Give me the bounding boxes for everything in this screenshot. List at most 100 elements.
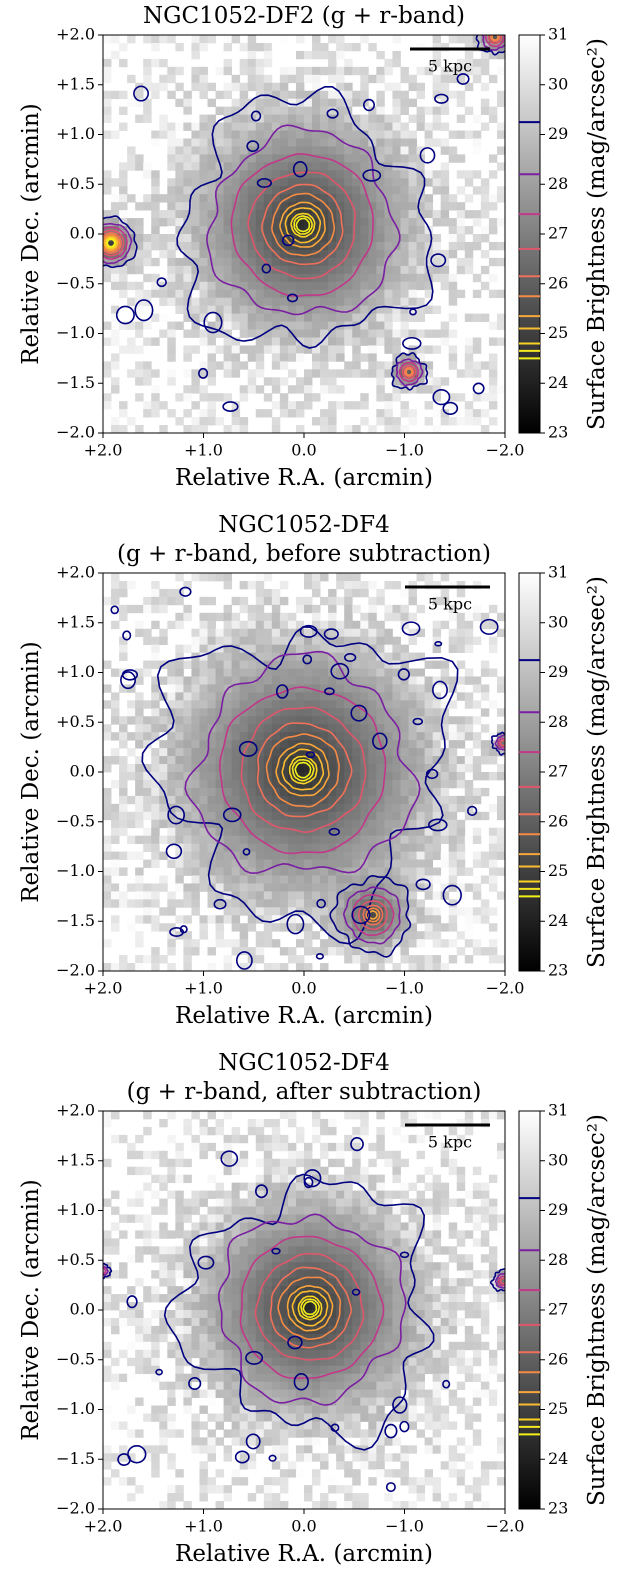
image-pixel — [400, 732, 408, 740]
image-pixel — [336, 1207, 344, 1215]
image-pixel — [352, 708, 360, 716]
image-pixel — [151, 1230, 159, 1238]
image-pixel — [344, 581, 352, 589]
image-pixel — [465, 417, 473, 425]
image-pixel — [264, 1406, 272, 1414]
image-pixel — [392, 290, 400, 298]
image-pixel — [497, 194, 505, 202]
image-pixel — [191, 123, 199, 131]
image-pixel — [457, 828, 465, 836]
image-pixel — [264, 1191, 272, 1199]
image-pixel — [175, 274, 183, 282]
image-pixel — [264, 676, 272, 684]
image-pixel — [457, 186, 465, 194]
image-pixel — [433, 907, 441, 915]
image-pixel — [135, 226, 143, 234]
image-pixel — [240, 250, 248, 258]
image-pixel — [127, 923, 135, 931]
image-pixel — [248, 860, 256, 868]
image-pixel — [264, 1493, 272, 1501]
image-pixel — [336, 1445, 344, 1453]
image-pixel — [232, 1286, 240, 1294]
image-pixel — [481, 186, 489, 194]
image-pixel — [240, 891, 248, 899]
image-pixel — [175, 1238, 183, 1246]
image-pixel — [216, 669, 224, 677]
image-pixel — [248, 1326, 256, 1334]
image-pixel — [376, 684, 384, 692]
image-pixel — [191, 756, 199, 764]
image-pixel — [216, 939, 224, 947]
image-pixel — [433, 210, 441, 218]
image-pixel — [384, 692, 392, 700]
image-pixel — [216, 1374, 224, 1382]
image-pixel — [296, 836, 304, 844]
image-pixel — [376, 115, 384, 123]
image-pixel — [344, 226, 352, 234]
image-pixel — [465, 764, 473, 772]
image-pixel — [481, 875, 489, 883]
image-pixel — [312, 1453, 320, 1461]
image-pixel — [312, 573, 320, 581]
colorbar-tick-label: 29 — [548, 124, 568, 143]
image-pixel — [328, 1413, 336, 1421]
image-pixel — [216, 852, 224, 860]
image-pixel — [135, 258, 143, 266]
image-pixel — [216, 732, 224, 740]
image-pixel — [232, 1135, 240, 1143]
image-pixel — [272, 939, 280, 947]
image-pixel — [159, 1413, 167, 1421]
image-pixel — [135, 1366, 143, 1374]
image-pixel — [175, 306, 183, 314]
image-pixel — [111, 1111, 119, 1119]
image-pixel — [167, 1310, 175, 1318]
image-pixel — [191, 377, 199, 385]
image-pixel — [175, 1294, 183, 1302]
image-pixel — [135, 266, 143, 274]
image-pixel — [135, 1358, 143, 1366]
image-pixel — [256, 1119, 264, 1127]
image-pixel — [111, 353, 119, 361]
image-pixel — [320, 868, 328, 876]
image-pixel — [272, 1127, 280, 1135]
image-pixel — [320, 676, 328, 684]
image-pixel — [167, 186, 175, 194]
image-pixel — [103, 1374, 111, 1382]
image-pixel — [344, 210, 352, 218]
image-pixel — [199, 597, 207, 605]
image-pixel — [135, 202, 143, 210]
image-pixel — [320, 1127, 328, 1135]
image-pixel — [208, 1318, 216, 1326]
colorbar-tick-label: 24 — [548, 373, 568, 392]
image-pixel — [240, 1413, 248, 1421]
image-pixel — [352, 875, 360, 883]
image-pixel — [296, 637, 304, 645]
image-pixel — [473, 170, 481, 178]
image-pixel — [312, 820, 320, 828]
image-pixel — [199, 764, 207, 772]
image-pixel — [216, 250, 224, 258]
image-pixel — [288, 1390, 296, 1398]
image-pixel — [417, 669, 425, 677]
x-tick-label: 0.0 — [291, 979, 316, 998]
image-pixel — [119, 1374, 127, 1382]
image-pixel — [103, 788, 111, 796]
image-pixel — [208, 1207, 216, 1215]
image-pixel — [344, 131, 352, 139]
image-pixel — [409, 852, 417, 860]
image-pixel — [336, 1151, 344, 1159]
image-pixel — [417, 385, 425, 393]
image-pixel — [216, 290, 224, 298]
image-pixel — [433, 963, 441, 971]
image-pixel — [103, 796, 111, 804]
image-pixel — [328, 1318, 336, 1326]
image-pixel — [264, 788, 272, 796]
image-pixel — [280, 162, 288, 170]
image-pixel — [384, 330, 392, 338]
image-pixel — [384, 409, 392, 417]
image-pixel — [376, 146, 384, 154]
image-pixel — [248, 1294, 256, 1302]
image-pixel — [384, 684, 392, 692]
image-pixel — [183, 242, 191, 250]
image-pixel — [264, 828, 272, 836]
